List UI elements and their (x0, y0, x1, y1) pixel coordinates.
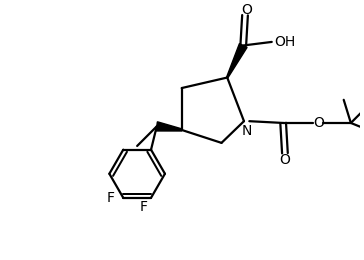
Polygon shape (226, 44, 247, 78)
Text: O: O (313, 116, 324, 130)
Text: OH: OH (275, 35, 296, 49)
Text: F: F (140, 200, 148, 214)
Text: O: O (280, 153, 290, 167)
Text: N: N (242, 124, 252, 138)
Text: O: O (241, 3, 252, 16)
Text: F: F (107, 191, 115, 205)
Polygon shape (156, 122, 182, 131)
